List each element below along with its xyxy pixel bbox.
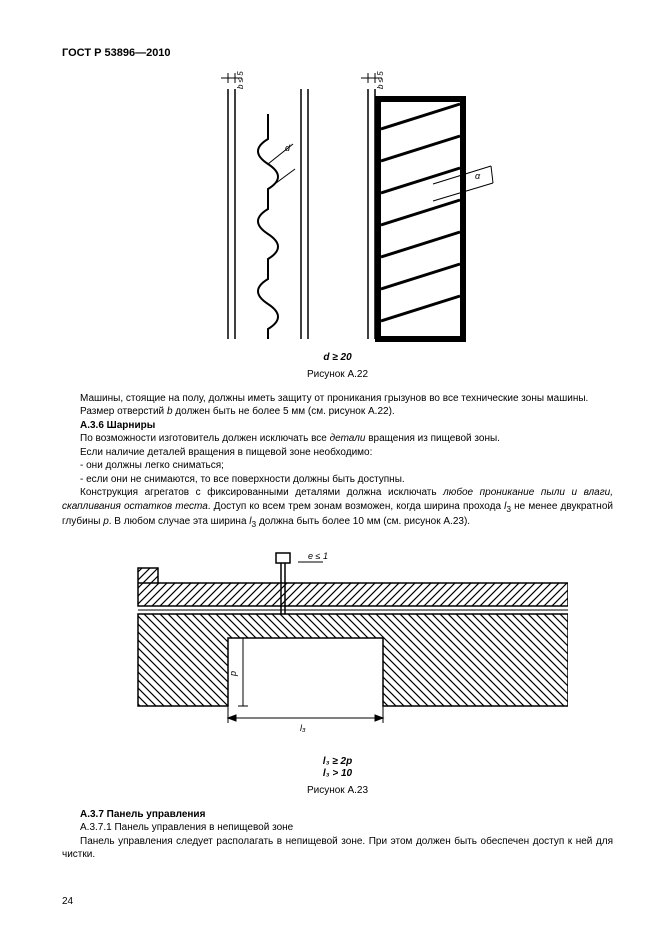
paragraph: Размер отверстий b должен быть не более … (62, 405, 613, 419)
label-d: d (285, 143, 291, 153)
figure-a23: e ≤ 1 p l₃ (108, 538, 568, 753)
label-p: p (228, 671, 238, 677)
figure-a22-caption: Рисунок А.22 (62, 368, 613, 382)
section-heading: А.3.6 Шарниры (62, 419, 613, 433)
text-span: . Доступ ко всем трем зонам возможен, ко… (208, 501, 504, 512)
figure-a22-formula: d ≥ 20 (62, 351, 613, 365)
text-span: Конструкция агрегатов с фиксированными д… (80, 487, 443, 498)
document-header: ГОСТ Р 53896—2010 (62, 46, 613, 61)
page-number: 24 (62, 895, 73, 909)
paragraph: Если наличие деталей вращения в пищевой … (62, 446, 613, 460)
label-alpha: α (475, 171, 481, 181)
list-item: - они должны легко сниматься; (62, 459, 613, 473)
text-span: . В любом случае эта ширина (109, 516, 250, 527)
label-b-right: b ≤ 5 (376, 71, 385, 89)
list-item: - если они не снимаются, то все поверхно… (62, 473, 613, 487)
text-span: Размер отверстий (80, 406, 167, 417)
text-span: должна быть более 10 мм (см. рисунок А.2… (256, 516, 470, 527)
text-span: вращения из пищевой зоны. (365, 433, 499, 444)
figure-a23-formula2: l₃ > 10 (62, 767, 613, 781)
text-span: детали (330, 433, 366, 444)
paragraph: Конструкция агрегатов с фиксированными д… (62, 486, 613, 530)
text-span: должен быть не более 5 мм (см. рисунок А… (173, 406, 395, 417)
paragraph: По возможности изготовитель должен исклю… (62, 432, 613, 446)
document-page: ГОСТ Р 53896—2010 b ≤ 5 d (0, 0, 661, 936)
subsection-heading: А.3.7.1 Панель управления в непищевой зо… (62, 821, 613, 835)
text-span: По возможности изготовитель должен исклю… (80, 433, 330, 444)
figure-a23-caption: Рисунок А.23 (62, 784, 613, 798)
figure-a22: b ≤ 5 d (173, 69, 503, 349)
section-heading: А.3.7 Панель управления (62, 808, 613, 822)
paragraph: Панель управления следует располагать в … (62, 835, 613, 862)
paragraph: Машины, стоящие на полу, должны иметь за… (62, 392, 613, 406)
label-l3: l₃ (300, 723, 306, 733)
label-e: e ≤ 1 (308, 551, 328, 561)
label-b-left: b ≤ 5 (236, 71, 245, 89)
